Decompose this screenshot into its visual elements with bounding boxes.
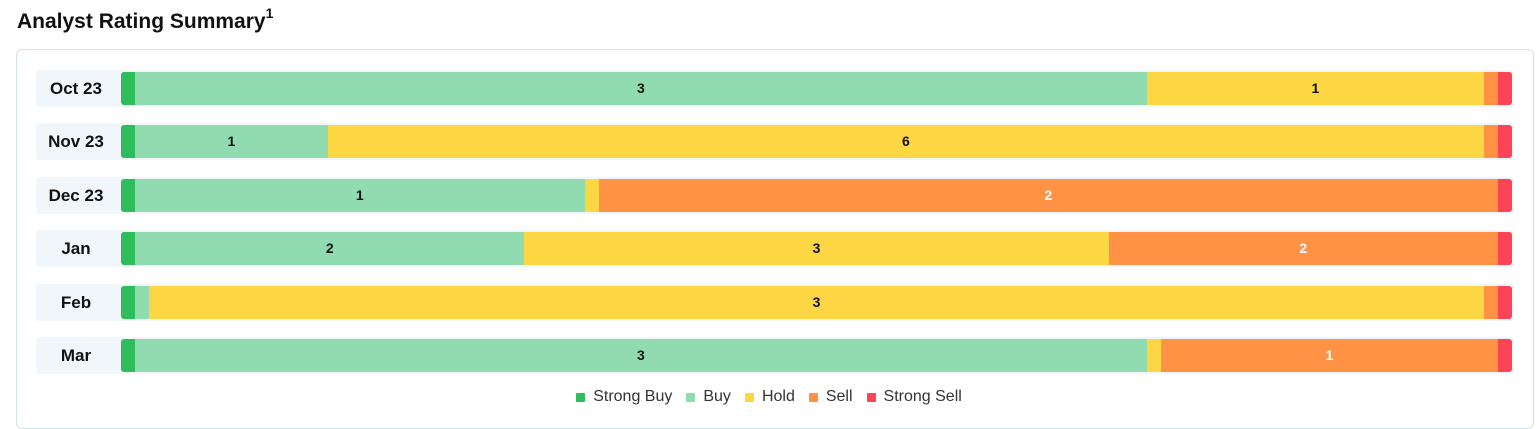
bar-segment-hold[interactable] xyxy=(584,179,599,212)
data-label: 3 xyxy=(636,80,645,96)
data-label: 1 xyxy=(1311,80,1320,96)
data-label: 6 xyxy=(901,133,910,149)
category-label: Dec 23 xyxy=(48,186,104,205)
category-label: Feb xyxy=(60,293,92,312)
stacked-bar: 3 xyxy=(121,286,1512,319)
data-label: 3 xyxy=(636,347,645,363)
bar-segment-buy[interactable]: 1 xyxy=(135,179,585,212)
bar-segment-strong-sell[interactable] xyxy=(1498,339,1512,372)
legend-item-sell[interactable]: Sell xyxy=(808,388,853,406)
data-label: 1 xyxy=(1325,347,1334,363)
bar-segment-sell[interactable]: 2 xyxy=(1108,232,1498,265)
bar-segment-strong-buy[interactable] xyxy=(121,125,135,158)
legend-item-strong-sell[interactable]: Strong Sell xyxy=(866,388,962,406)
legend-item-strong-buy[interactable]: Strong Buy xyxy=(576,388,672,406)
data-label: 1 xyxy=(227,133,236,149)
bar-segment-buy[interactable] xyxy=(135,286,149,319)
bar-segment-strong-buy[interactable] xyxy=(121,72,135,105)
bar-row-feb: Feb 3 xyxy=(36,284,1514,321)
bar-segment-buy[interactable]: 3 xyxy=(135,339,1147,372)
legend-label: Buy xyxy=(703,388,731,405)
category-label: Jan xyxy=(61,239,91,258)
legend-swatch xyxy=(866,392,876,402)
chart-legend: Strong Buy Buy Hold Sell Strong Sell xyxy=(0,386,1538,408)
bar-segment-hold[interactable]: 3 xyxy=(149,286,1484,319)
bar-segment-strong-buy[interactable] xyxy=(121,286,135,319)
bar-segment-strong-buy[interactable] xyxy=(121,339,135,372)
legend-label: Hold xyxy=(761,388,795,405)
bar-segment-strong-sell[interactable] xyxy=(1498,179,1512,212)
chart-title: Analyst Rating Summary1 xyxy=(17,5,274,34)
legend-item-hold[interactable]: Hold xyxy=(744,388,795,406)
bar-row-jan: Jan 2 3 2 xyxy=(36,230,1514,267)
data-label: 2 xyxy=(325,240,334,256)
footnote-marker[interactable]: 1 xyxy=(265,5,274,21)
bar-segment-strong-buy[interactable] xyxy=(121,232,135,265)
data-label: 2 xyxy=(1044,187,1053,203)
bar-segment-strong-sell[interactable] xyxy=(1498,232,1512,265)
bar-segment-sell[interactable]: 1 xyxy=(1160,339,1498,372)
bar-segment-hold[interactable] xyxy=(1146,339,1161,372)
legend-item-buy[interactable]: Buy xyxy=(686,388,731,406)
bar-segment-strong-buy[interactable] xyxy=(121,179,135,212)
legend-swatch xyxy=(576,392,586,402)
bar-row-mar: Mar 3 1 xyxy=(36,337,1514,374)
bar-segment-sell[interactable] xyxy=(1484,125,1498,158)
data-label: 2 xyxy=(1299,240,1308,256)
legend-swatch xyxy=(808,392,818,402)
bar-segment-sell[interactable] xyxy=(1484,72,1498,105)
chart-title-text: Analyst Rating Summary xyxy=(17,10,266,33)
legend-label: Strong Sell xyxy=(883,388,962,405)
bar-segment-hold[interactable]: 6 xyxy=(327,125,1484,158)
category-label: Nov 23 xyxy=(48,132,104,151)
data-label: 3 xyxy=(812,240,821,256)
legend-swatch xyxy=(744,392,754,402)
bar-segment-sell[interactable]: 2 xyxy=(598,179,1498,212)
data-label: 1 xyxy=(355,187,364,203)
legend-label: Strong Buy xyxy=(593,388,673,405)
legend-swatch xyxy=(686,392,696,402)
data-label: 3 xyxy=(812,294,821,310)
bar-segment-buy[interactable]: 1 xyxy=(135,125,328,158)
bar-row-oct-23: Oct 23 3 1 xyxy=(36,70,1514,107)
category-label: Mar xyxy=(60,346,92,365)
bar-row-nov-23: Nov 23 1 6 xyxy=(36,123,1514,160)
bar-segment-buy[interactable]: 2 xyxy=(135,232,525,265)
bar-segment-strong-sell[interactable] xyxy=(1498,286,1512,319)
stacked-bar: 2 3 2 xyxy=(121,232,1512,265)
category-label: Oct 23 xyxy=(50,79,102,98)
bar-segment-strong-sell[interactable] xyxy=(1498,72,1512,105)
legend-label: Sell xyxy=(825,388,853,405)
bar-segment-hold[interactable]: 3 xyxy=(524,232,1109,265)
bar-segment-strong-sell[interactable] xyxy=(1498,125,1512,158)
bar-segment-hold[interactable]: 1 xyxy=(1146,72,1484,105)
bar-row-dec-23: Dec 23 1 2 xyxy=(36,177,1514,214)
bar-segment-buy[interactable]: 3 xyxy=(135,72,1147,105)
bar-segment-sell[interactable] xyxy=(1484,286,1498,319)
